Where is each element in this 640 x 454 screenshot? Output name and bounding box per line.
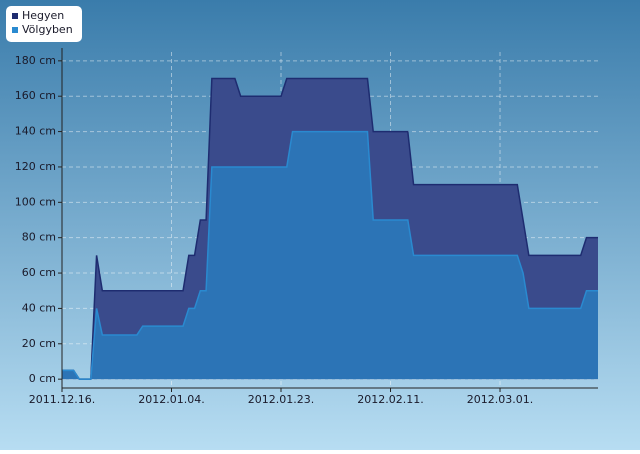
line	[62, 130, 598, 380]
legend-swatch	[12, 27, 18, 33]
y-tick-label: 40 cm	[22, 301, 56, 314]
x-tick-label: 2012.01.23.	[248, 393, 314, 406]
y-tick-label: 80 cm	[22, 231, 56, 244]
y-tick-label: 180 cm	[15, 54, 56, 67]
y-tick-label: 60 cm	[22, 266, 56, 279]
y-tick-label: 0 cm	[29, 372, 56, 385]
x-tick-label: 2012.01.04.	[138, 393, 204, 406]
y-tick-label: 140 cm	[15, 125, 56, 138]
legend-box	[6, 6, 82, 42]
legend-label: Völgyben	[22, 23, 73, 36]
line	[62, 77, 598, 380]
plot: 0 cm 20 cm 40 cm 60 cm 80 cm 100 cm 120 cm 140 …	[15, 48, 598, 406]
y-tick-label: 20 cm	[22, 337, 56, 350]
legend-label: Hegyen	[22, 9, 64, 22]
y-tick-label: 100 cm	[15, 195, 56, 208]
x-tick-label: 2012.03.01.	[467, 393, 533, 406]
x-tick-label: 2012.02.11.	[357, 393, 423, 406]
x-tick-label: 2011.12.16.	[29, 393, 95, 406]
y-tick-label: 160 cm	[15, 89, 56, 102]
area	[62, 131, 598, 380]
y-tick-label: 120 cm	[15, 160, 56, 173]
legend-swatch	[12, 13, 18, 19]
